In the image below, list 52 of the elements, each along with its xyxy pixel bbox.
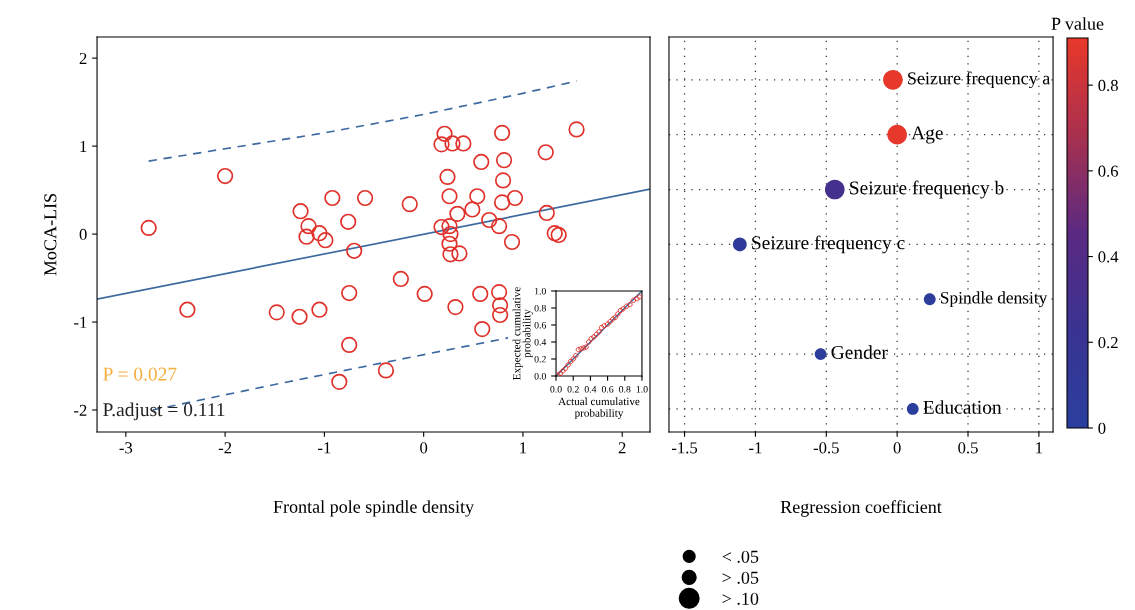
legend-label: > .05 bbox=[722, 571, 759, 584]
y-tick-label: 1.0 bbox=[535, 287, 546, 295]
y-tick-label: 0.8 bbox=[534, 304, 546, 312]
x-tick-label: -1.5 bbox=[671, 442, 698, 454]
y-tick-label: -1 bbox=[74, 316, 87, 328]
x-tick-label: 1 bbox=[520, 442, 527, 454]
category-label: Seizure frequency c bbox=[752, 235, 905, 254]
category-label: Seizure frequency b bbox=[850, 180, 1004, 199]
y-tick-label: 2 bbox=[79, 52, 87, 64]
x-tick-label: -1 bbox=[318, 442, 331, 454]
x-axis-title: Frontal pole spindle density bbox=[273, 500, 475, 517]
x-tick-label: -3 bbox=[119, 442, 133, 454]
category-label: Gender bbox=[831, 345, 888, 359]
y-tick-label: 0.2 bbox=[534, 355, 546, 363]
annotation: P = 0.027 bbox=[103, 367, 177, 381]
color-bar-title: P value bbox=[1051, 17, 1104, 30]
x-tick-label: 0.5 bbox=[958, 442, 978, 454]
x-tick-label: 0.0 bbox=[550, 386, 562, 393]
y-axis-title: Expected cumulative probability bbox=[512, 287, 533, 380]
x-tick-label: -1 bbox=[749, 442, 762, 454]
category-label: Education bbox=[923, 400, 1002, 414]
y-axis-title: MoCA-LIS bbox=[44, 194, 57, 276]
y-tick-label: 0.4 bbox=[534, 338, 547, 346]
x-axis-title: Actual cumulative probability bbox=[558, 397, 640, 420]
annotation: P.adjust = 0.111 bbox=[103, 402, 225, 421]
x-tick-label: 0 bbox=[893, 442, 901, 454]
legend-label: < .05 bbox=[722, 550, 759, 563]
x-tick-label: 0.8 bbox=[619, 386, 631, 393]
x-tick-label: 0.2 bbox=[567, 386, 579, 393]
category-label: Age bbox=[911, 126, 943, 144]
x-tick-label: 0 bbox=[420, 442, 428, 454]
legend-label: > .10 bbox=[722, 592, 759, 605]
x-axis-title: Regression coefficient bbox=[780, 500, 942, 517]
x-tick-label: 0.4 bbox=[584, 386, 597, 393]
category-label: Seizure frequency a bbox=[908, 71, 1050, 89]
x-tick-label: -2 bbox=[218, 442, 232, 454]
x-tick-label: -0.5 bbox=[813, 442, 839, 454]
color-bar-label: 0.8 bbox=[1098, 79, 1118, 92]
x-tick-label: 2 bbox=[618, 442, 626, 454]
y-tick-label: 0.0 bbox=[534, 372, 546, 380]
x-tick-label: 1.0 bbox=[636, 386, 648, 393]
y-tick-label: 0 bbox=[79, 228, 87, 241]
color-bar-label: 0 bbox=[1098, 422, 1106, 434]
color-bar-label: 0.6 bbox=[1098, 165, 1119, 177]
color-bar-label: 0.2 bbox=[1098, 336, 1118, 349]
y-tick-label: 1 bbox=[80, 140, 87, 152]
x-tick-label: 0.6 bbox=[601, 386, 614, 393]
x-tick-label: 1 bbox=[1036, 442, 1043, 454]
color-bar-label: 0.4 bbox=[1098, 251, 1119, 263]
y-tick-label: -2 bbox=[74, 404, 87, 416]
y-tick-label: 0.6 bbox=[534, 321, 547, 329]
category-label: Spindle density bbox=[940, 291, 1048, 308]
